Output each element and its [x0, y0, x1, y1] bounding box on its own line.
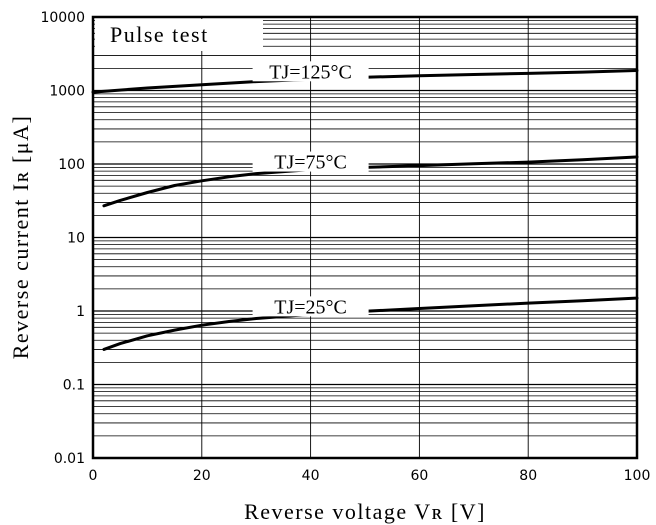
x-tick-label: 80 — [519, 468, 537, 484]
y-tick-label: 1 — [76, 304, 85, 320]
series-label-0: TJ=125°C — [269, 61, 352, 83]
x-axis-label: Reverse voltage Vʀ [V] — [244, 499, 486, 524]
series-line-2 — [102, 296, 639, 351]
series-label-1: TJ=75°C — [274, 152, 347, 174]
y-axis-label: Reverse current Iʀ [μA] — [8, 115, 33, 360]
y-tick-label: 1000 — [49, 84, 85, 100]
annotation-box — [95, 19, 263, 51]
x-tick-labels: 0 20 40 60 80 100 — [89, 468, 651, 484]
x-tick-label: 100 — [624, 468, 651, 484]
series-label-bg — [252, 296, 369, 317]
y-tick-label: 0.01 — [54, 451, 85, 467]
y-tick-label: 100 — [58, 157, 85, 173]
y-tick-label: 10 — [67, 231, 85, 247]
series-label-bg — [252, 151, 369, 172]
x-tick-label: 40 — [302, 468, 320, 484]
y-tick-labels: 0.01 0.1 1 10 100 1000 10000 — [40, 10, 85, 467]
grid-lines — [92, 17, 638, 459]
x-tick-label: 60 — [410, 468, 428, 484]
x-tick-label: 20 — [193, 468, 211, 484]
y-tick-label: 0.1 — [63, 378, 85, 394]
x-tick-label: 0 — [89, 468, 98, 484]
annotation-pulse-test: Pulse test — [110, 22, 209, 47]
plot-frame — [91, 15, 639, 460]
y-tick-label: 10000 — [40, 10, 85, 26]
series-line-1 — [102, 155, 639, 208]
series-labels: TJ=125°C TJ=75°C TJ=25°C — [252, 61, 369, 318]
series-label-2: TJ=25°C — [274, 296, 347, 318]
series-label-bg — [252, 61, 369, 82]
